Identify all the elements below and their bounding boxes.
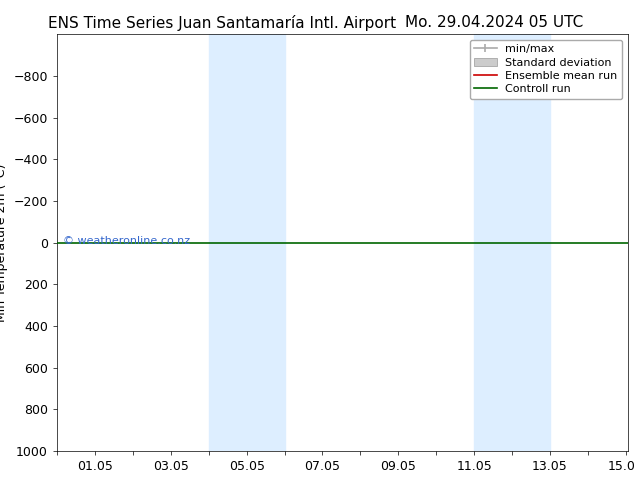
Text: Mo. 29.04.2024 05 UTC: Mo. 29.04.2024 05 UTC: [405, 15, 584, 30]
Text: ENS Time Series Juan Santamaría Intl. Airport: ENS Time Series Juan Santamaría Intl. Ai…: [48, 15, 396, 31]
Y-axis label: Min Temperature 2m (°C): Min Temperature 2m (°C): [0, 163, 8, 322]
Text: © weatheronline.co.nz: © weatheronline.co.nz: [63, 236, 190, 246]
Bar: [474, 34, 550, 451]
Bar: [209, 34, 285, 451]
Legend: min/max, Standard deviation, Ensemble mean run, Controll run: min/max, Standard deviation, Ensemble me…: [470, 40, 622, 99]
